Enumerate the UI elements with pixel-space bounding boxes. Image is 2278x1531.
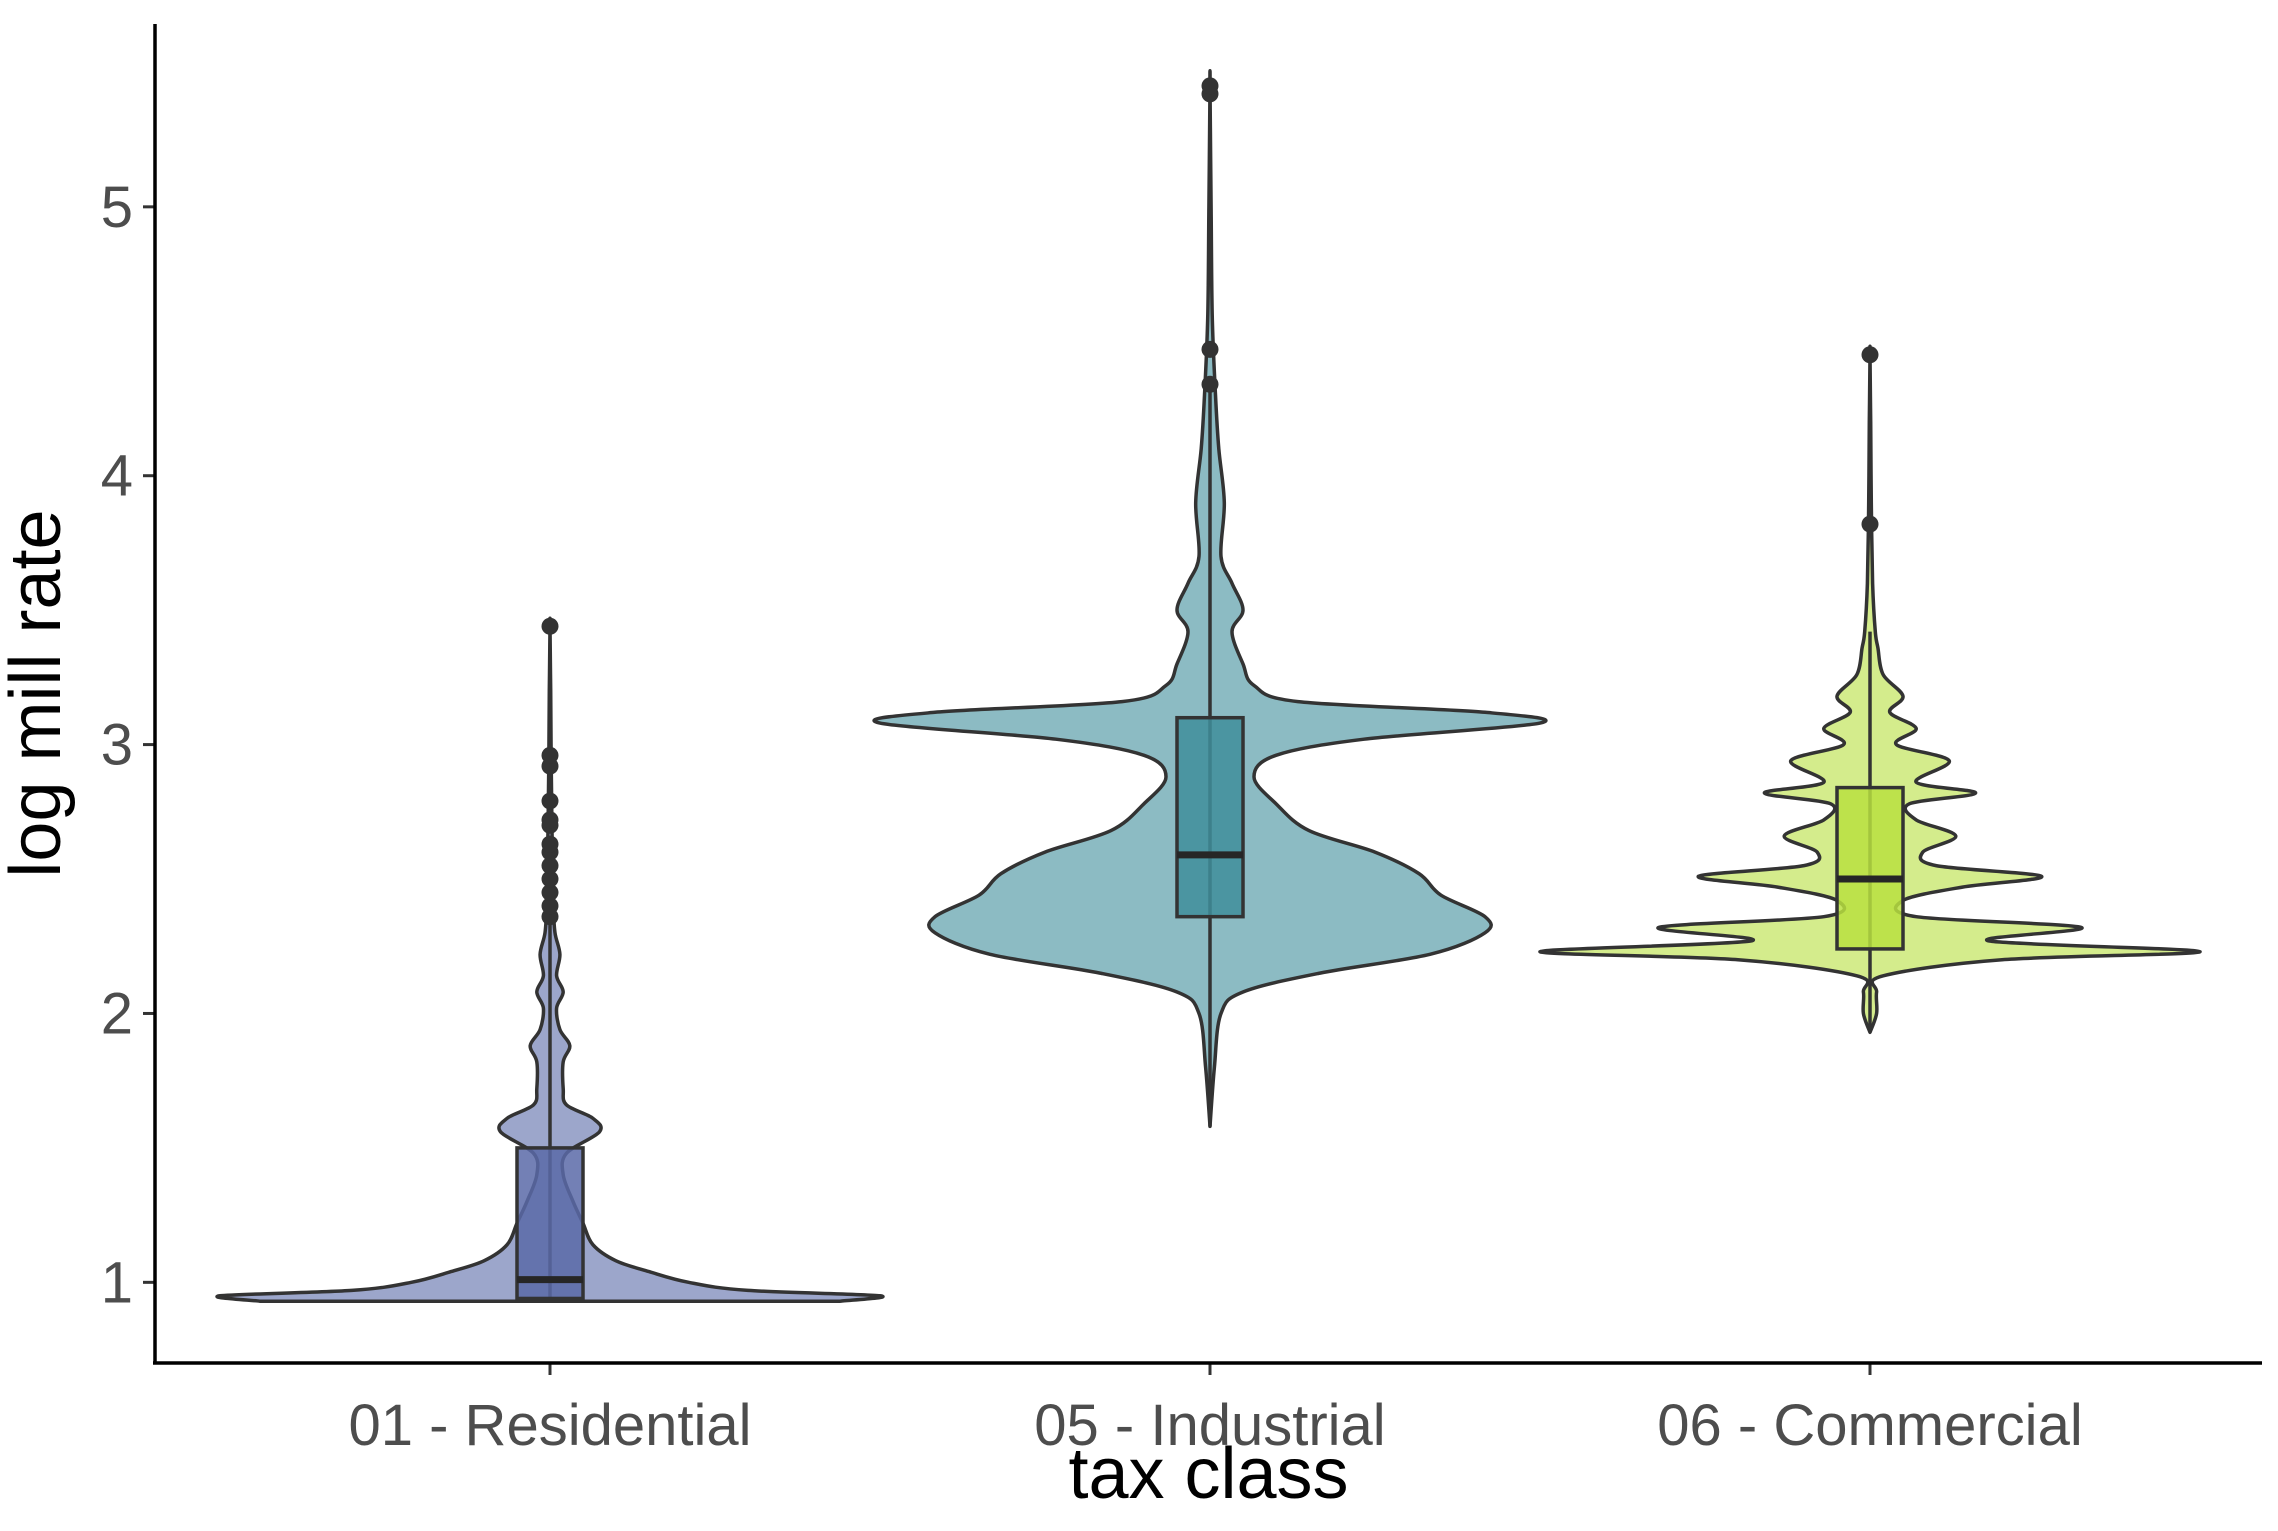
y-tick-label: 4 <box>101 444 133 509</box>
y-axis-ticks: 1 2 3 4 5 <box>101 175 155 1315</box>
outlier-point <box>1201 375 1219 393</box>
y-axis-title: log mill rate <box>0 509 76 877</box>
outlier-point <box>541 811 559 829</box>
outlier-point <box>541 835 559 853</box>
outlier-point <box>1861 346 1879 364</box>
plot-marks <box>215 68 2202 1303</box>
box-iqr <box>1175 715 1245 919</box>
outlier-point <box>1201 340 1219 358</box>
outlier-point <box>541 883 559 901</box>
outlier-point <box>541 746 559 764</box>
outlier-point <box>541 792 559 810</box>
x-tick-label: 05 - Industrial <box>1034 1393 1385 1458</box>
box-iqr <box>1835 785 1905 951</box>
outlier-point <box>541 870 559 888</box>
x-axis-ticks: 01 - Residential 05 - Industrial 06 - Comm… <box>349 1363 2083 1458</box>
x-tick-label: 01 - Residential <box>349 1393 752 1458</box>
outlier-point <box>1861 515 1879 533</box>
y-tick-label: 1 <box>101 1250 133 1315</box>
outlier-point <box>541 617 559 635</box>
violin-group <box>1538 344 2202 1035</box>
violin-group <box>215 616 885 1303</box>
outlier-point <box>541 857 559 875</box>
box-iqr <box>515 1146 585 1301</box>
y-tick-label: 2 <box>101 981 133 1046</box>
x-axis-title: tax class <box>1068 1434 1348 1514</box>
outlier-point <box>541 897 559 915</box>
violin-group <box>872 68 1548 1129</box>
y-tick-label: 5 <box>101 175 133 240</box>
outlier-point <box>1201 77 1219 95</box>
y-tick-label: 3 <box>101 713 133 778</box>
x-tick-label: 06 - Commercial <box>1657 1393 2082 1458</box>
